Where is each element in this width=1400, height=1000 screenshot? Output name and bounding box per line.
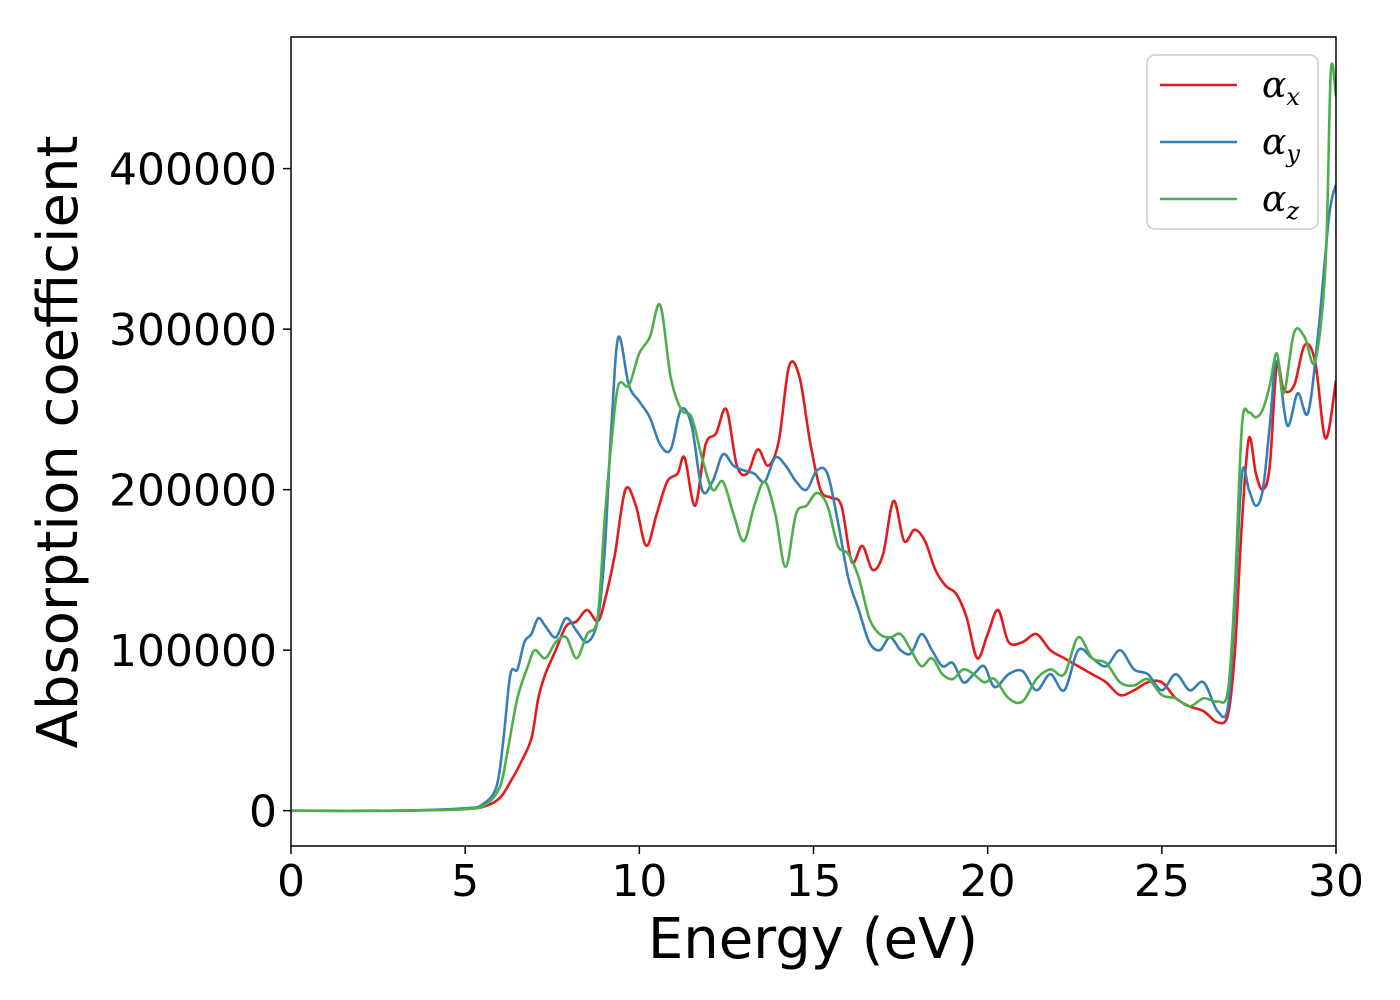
y-axis-title: Absorption coefficient: [26, 136, 91, 749]
x-axis: 0 5 10 15 20 25 30: [277, 846, 1364, 907]
y-tick-label: 300000: [109, 305, 277, 356]
x-tick-label: 5: [451, 856, 479, 907]
x-tick-label: 30: [1308, 856, 1364, 907]
series-layer: [291, 62, 1336, 813]
y-tick-label: 400000: [109, 145, 277, 196]
y-tick-label: 100000: [109, 626, 277, 677]
x-tick-label: 15: [786, 856, 842, 907]
series-line-x: [291, 342, 1336, 813]
x-tick-label: 20: [960, 856, 1016, 907]
legend-label-x: αx: [1262, 65, 1300, 111]
y-tick-label: 0: [249, 787, 277, 838]
x-tick-label: 10: [611, 856, 667, 907]
x-tick-label: 25: [1134, 856, 1190, 907]
series-line-z: [291, 62, 1336, 813]
x-tick-label: 0: [277, 856, 305, 907]
y-axis: 0 100000 200000 300000 400000: [109, 145, 291, 838]
y-tick-label: 200000: [109, 466, 277, 517]
legend-label-z: αz: [1262, 179, 1299, 225]
x-axis-title: Energy (eV): [648, 907, 978, 972]
legend-label-y: αy: [1262, 122, 1300, 168]
legend: αx αy αz: [1146, 54, 1319, 230]
series-line-y: [291, 184, 1336, 813]
